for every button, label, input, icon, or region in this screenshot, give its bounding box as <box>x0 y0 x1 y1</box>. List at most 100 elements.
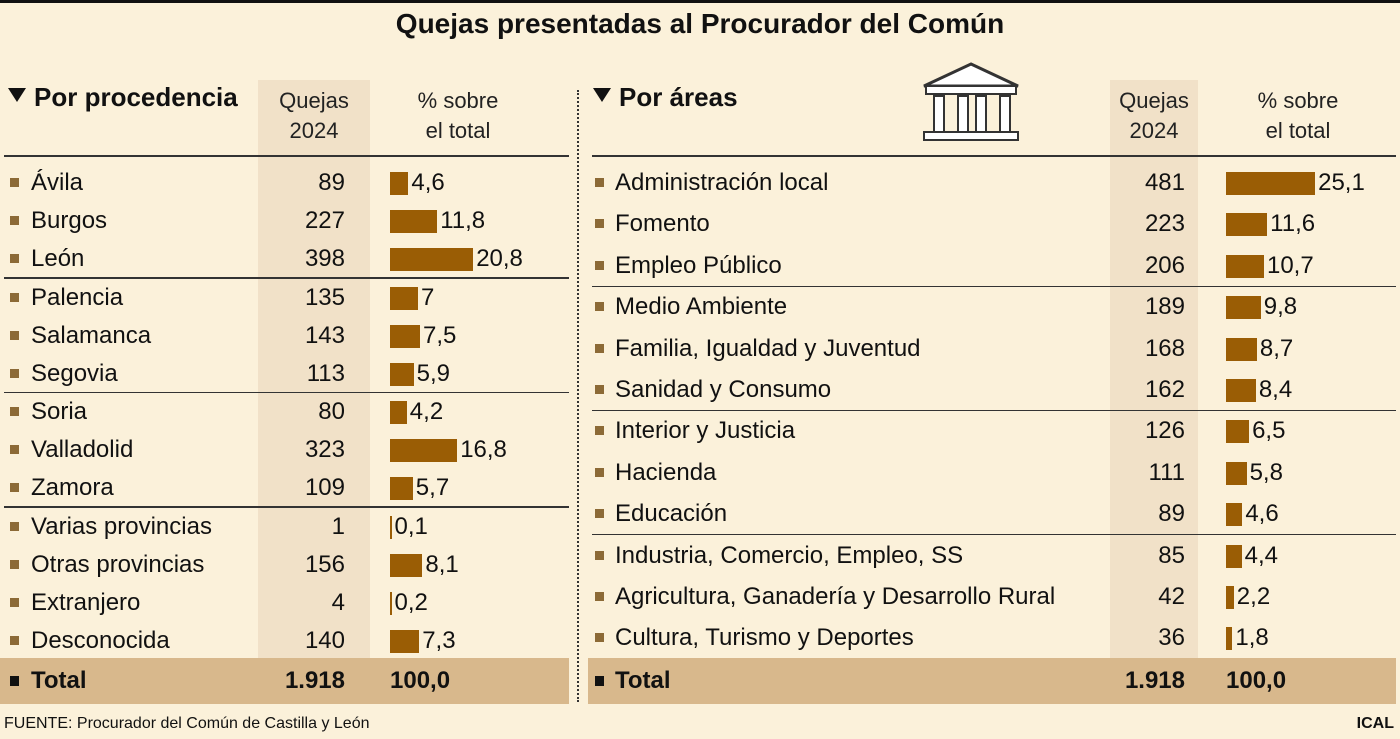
row-name: Desconocida <box>31 627 170 655</box>
bar-label: 0,2 <box>394 588 428 616</box>
bullet <box>10 676 19 686</box>
bar <box>1226 379 1256 402</box>
row-count: 111 <box>1148 458 1185 486</box>
row-count: 206 <box>1144 251 1185 279</box>
group-rule <box>592 285 1396 287</box>
bar <box>1226 337 1257 361</box>
row-name: Educación <box>615 500 728 528</box>
bar <box>390 477 413 501</box>
column-header: Quejas <box>279 88 349 113</box>
row-name: Burgos <box>31 207 108 235</box>
bar-label: 8,4 <box>1258 376 1293 403</box>
row-name: Zamora <box>31 474 114 502</box>
row-name: Hacienda <box>615 458 717 486</box>
credit: ICAL <box>1356 715 1394 732</box>
row-name: Varias provincias <box>31 512 212 540</box>
bullet <box>10 368 19 378</box>
panel-heading: Por áreas <box>619 82 738 112</box>
bar-label: 7,5 <box>423 321 457 349</box>
bar-label: 1,8 <box>1235 624 1269 652</box>
bar <box>1226 420 1250 444</box>
bullet <box>595 467 604 477</box>
bar-label: 8,7 <box>1259 334 1294 362</box>
row-count: 89 <box>1158 500 1185 528</box>
bar <box>390 324 420 348</box>
bar-label: 7,3 <box>422 627 456 655</box>
bar-label: 11,8 <box>440 207 486 235</box>
heading-marker <box>593 88 611 102</box>
row-count: 4 <box>331 588 345 616</box>
total-band <box>588 658 1396 704</box>
bar <box>390 401 407 425</box>
row-name: Cultura, Turismo y Deportes <box>615 624 914 652</box>
bar <box>390 210 438 234</box>
total-name: Total <box>31 667 87 694</box>
header-rule <box>592 155 1396 157</box>
total-name: Total <box>615 667 671 694</box>
bullet <box>10 597 19 607</box>
bar-label: 10,7 <box>1266 251 1314 279</box>
bar <box>1226 503 1243 527</box>
column-header: % sobre <box>417 88 499 113</box>
group-rule <box>4 277 569 279</box>
bar <box>390 630 420 654</box>
bullet <box>595 426 604 436</box>
column-header: el total <box>1265 118 1331 143</box>
bullet <box>10 178 19 187</box>
row-count: 162 <box>1144 376 1185 403</box>
row-name: Otras provincias <box>31 550 205 578</box>
row-name: Medio Ambiente <box>615 293 788 321</box>
row-count: 223 <box>1144 210 1185 238</box>
bullet <box>595 676 604 686</box>
bar-label: 7 <box>421 283 435 311</box>
row-count: 168 <box>1144 334 1185 362</box>
bar-label: 20,8 <box>476 245 523 273</box>
row-name: Industria, Comercio, Empleo, SS <box>615 541 964 569</box>
group-rule <box>4 506 569 508</box>
column-header: el total <box>425 118 491 143</box>
bar-label: 4,6 <box>411 169 445 196</box>
row-count: 143 <box>304 321 345 349</box>
row-name: Ávila <box>31 169 84 196</box>
total-count: 1.918 <box>1124 667 1185 694</box>
row-name: Interior y Justicia <box>615 417 796 445</box>
row-name: Fomento <box>615 210 710 238</box>
bar <box>390 286 418 310</box>
total-pct: 100,0 <box>390 667 451 694</box>
bar <box>1226 461 1247 485</box>
bullet <box>10 407 19 417</box>
bar-label: 5,8 <box>1249 458 1283 486</box>
row-name: Extranjero <box>31 588 141 616</box>
bullet <box>595 509 604 519</box>
total-pct: 100,0 <box>1226 667 1287 694</box>
bullet <box>10 216 19 226</box>
bar <box>1226 627 1233 651</box>
row-count: 398 <box>304 245 345 273</box>
group-rule <box>592 409 1396 412</box>
row-count: 140 <box>304 627 345 655</box>
bullet <box>10 521 19 531</box>
separator <box>577 90 579 702</box>
bullet <box>595 592 604 601</box>
panel-heading: Por procedencia <box>34 82 238 112</box>
bullet <box>595 343 604 353</box>
column-header: 2024 <box>1129 118 1179 143</box>
row-count: 1 <box>331 512 345 540</box>
group-rule <box>4 391 569 394</box>
bar <box>1226 254 1264 278</box>
bullet <box>595 302 604 312</box>
count-column-shade <box>1110 80 1198 658</box>
row-count: 323 <box>304 436 345 464</box>
bar-label: 11,6 <box>1270 210 1316 238</box>
header-rule <box>4 155 569 157</box>
bar <box>390 439 458 463</box>
bullet <box>595 219 604 229</box>
row-count: 227 <box>304 207 345 235</box>
bar <box>1226 172 1316 195</box>
bar <box>390 591 392 615</box>
row-count: 36 <box>1158 624 1185 652</box>
bar <box>390 172 409 195</box>
row-count: 481 <box>1144 169 1185 196</box>
row-name: Sanidad y Consumo <box>615 376 832 403</box>
